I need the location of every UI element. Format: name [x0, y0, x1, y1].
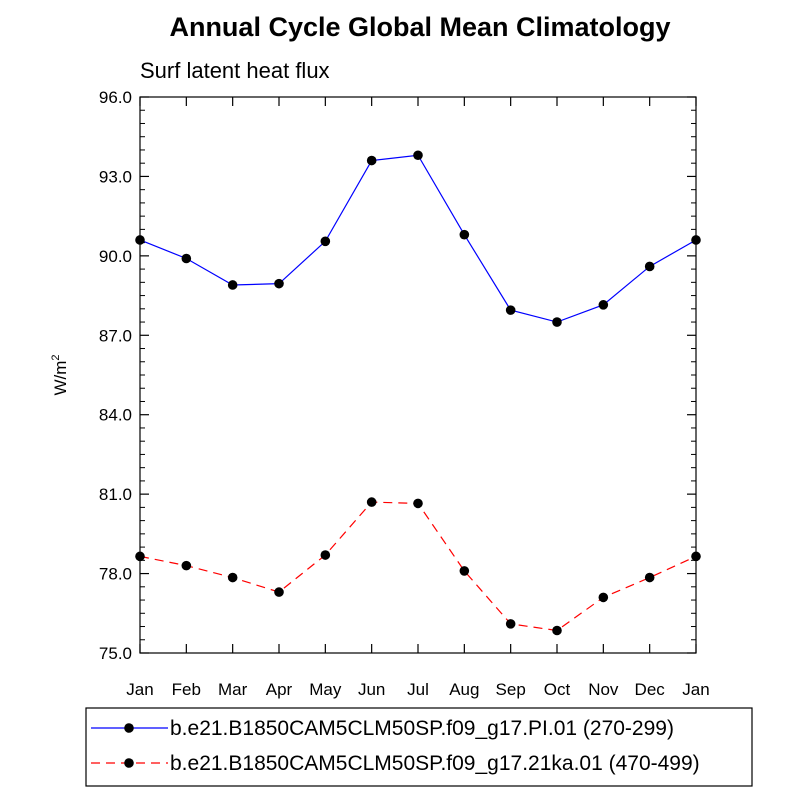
series-1-point	[366, 155, 377, 166]
series-1-point	[691, 235, 701, 245]
legend-marker-1	[124, 723, 134, 733]
y-tick-label: 93.0	[99, 167, 132, 186]
x-tick-label: Apr	[266, 680, 293, 699]
y-axis-label: W/m2	[50, 354, 70, 395]
series-2-point	[413, 498, 423, 509]
x-axis: Jan Feb Mar Apr May Jun Jul Aug Sep Oct Nov Dec Jan	[126, 97, 710, 699]
plot-frame	[139, 96, 697, 654]
y-tick-label: 84.0	[99, 406, 132, 425]
y-tick-label: 96.0	[99, 88, 132, 107]
x-tick-label: Jul	[407, 680, 429, 699]
x-tick-label: Jan	[682, 680, 709, 699]
chart-subtitle: Surf latent heat flux	[140, 58, 330, 83]
y-tick-label: 90.0	[99, 247, 132, 266]
y-axis-label-base: W/m	[51, 361, 70, 396]
series-1-point	[181, 253, 192, 264]
legend-label-2: b.e21.B1850CAM5CLM50SP.f09_g17.21ka.01 (…	[170, 752, 700, 775]
series-1-point	[644, 261, 655, 272]
series-2-point	[181, 560, 192, 571]
x-tick-label: Dec	[635, 680, 666, 699]
x-tick-label: Feb	[172, 680, 201, 699]
series-2-point	[552, 625, 562, 636]
series-2-point	[505, 619, 516, 629]
series-line-1	[139, 154, 697, 323]
x-tick-label: Sep	[496, 680, 526, 699]
x-tick-label: May	[309, 680, 342, 699]
legend: b.e21.B1850CAM5CLM50SP.f09_g17.PI.01 (27…	[85, 707, 753, 787]
series-layer	[135, 150, 701, 636]
series-1-point	[227, 280, 238, 290]
x-tick-label: Jun	[358, 680, 385, 699]
series-2-point	[227, 572, 238, 583]
x-tick-label: Aug	[449, 680, 479, 699]
y-axis-label-exponent: 2	[50, 354, 62, 360]
chart-title: Annual Cycle Global Mean Climatology	[169, 12, 670, 42]
legend-marker-2	[124, 758, 134, 768]
y-tick-label: 81.0	[99, 485, 132, 504]
series-2-point	[135, 551, 145, 562]
series-1-point	[413, 150, 423, 161]
series-1-point	[459, 229, 470, 240]
x-tick-label: Mar	[218, 680, 248, 699]
series-2-point	[320, 550, 331, 560]
series-1-point	[135, 235, 145, 245]
y-tick-label: 87.0	[99, 326, 132, 345]
series-1-point	[598, 300, 609, 310]
series-1-point	[320, 236, 331, 247]
legend-box	[85, 707, 753, 787]
series-1-point	[552, 317, 562, 327]
x-tick-label: Nov	[588, 680, 619, 699]
legend-label-1: b.e21.B1850CAM5CLM50SP.f09_g17.PI.01 (27…	[170, 717, 674, 740]
y-tick-label: 75.0	[99, 644, 132, 663]
y-tick-label: 78.0	[99, 565, 132, 584]
series-2-point	[644, 572, 655, 583]
x-tick-label: Jan	[126, 680, 153, 699]
y-axis: 75.0 78.0 81.0 84.0 87.0 90.0 93.0 96.0	[99, 88, 696, 663]
series-1-point	[274, 278, 284, 289]
series-line-2	[139, 501, 697, 632]
series-2-point	[459, 566, 470, 576]
series-2-point	[366, 497, 377, 507]
series-2-point	[691, 551, 701, 562]
series-2-point	[598, 592, 609, 603]
series-1-point	[505, 305, 516, 315]
series-2-point	[274, 587, 284, 597]
x-tick-label: Oct	[544, 680, 571, 699]
